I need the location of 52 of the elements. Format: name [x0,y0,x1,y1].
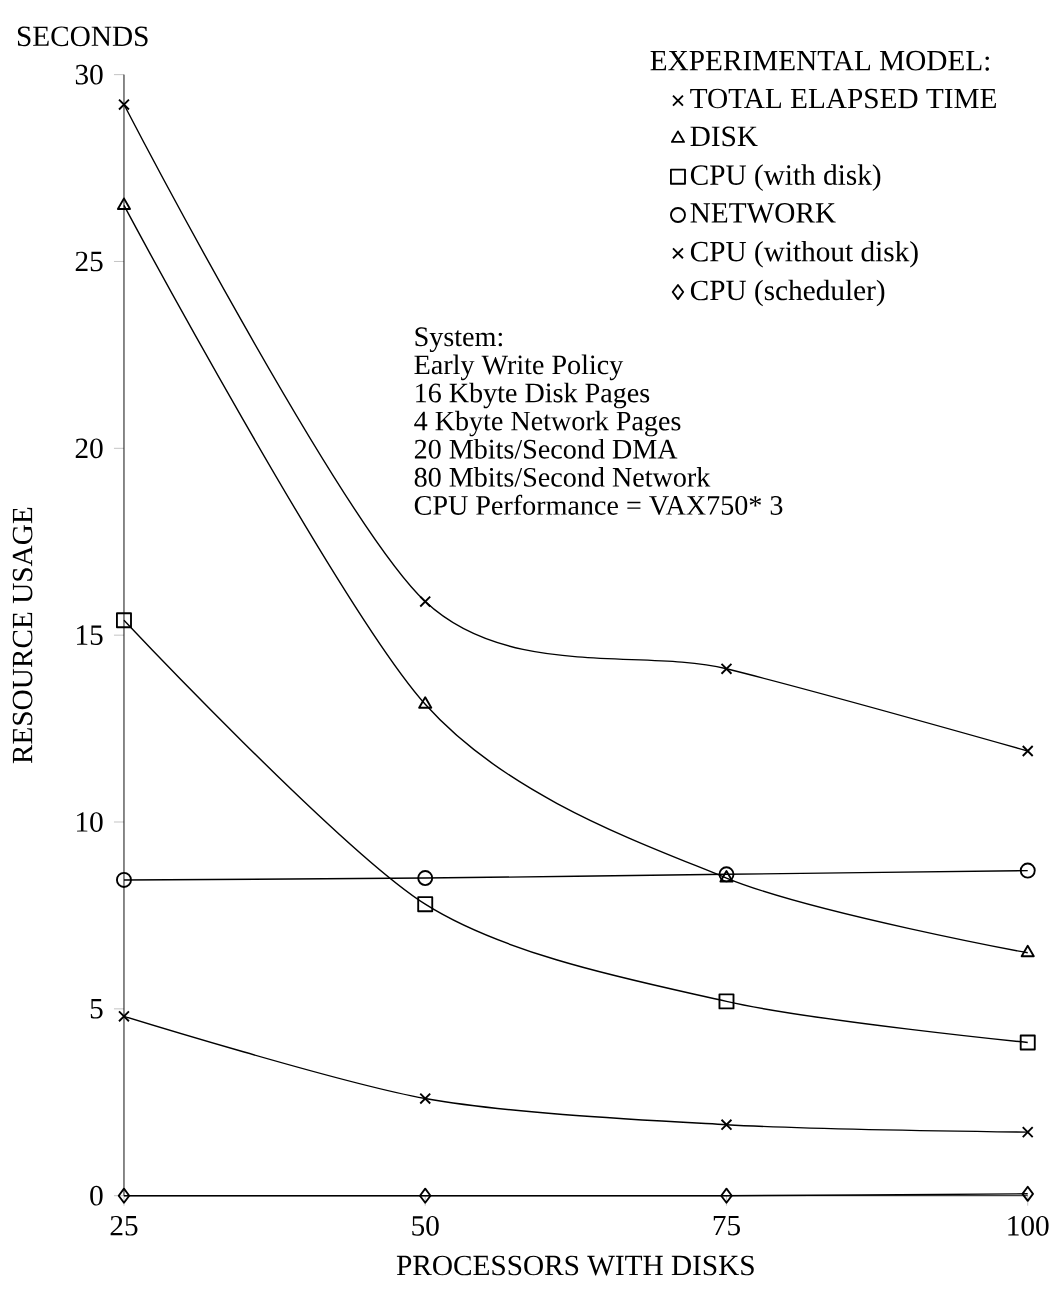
point [116,197,131,210]
annotation: System: [415,327,502,353]
point [1019,1034,1036,1051]
point [117,1187,131,1204]
point [419,595,432,608]
y-tick-label: 10 [77,812,103,832]
point [115,871,132,888]
y-tick-label: 0 [90,1185,103,1206]
point [718,866,735,883]
x-tick-label: 25 [110,1215,138,1236]
point [418,696,433,709]
annotation: CPU Performance = VAX750* 3 [414,494,783,516]
point [419,1092,432,1105]
point [1021,1185,1034,1202]
y-tick-label: 5 [90,999,103,1019]
point [118,1010,130,1023]
point [720,1118,733,1131]
point [118,98,130,111]
text: SECONDS [17,26,148,47]
point [417,870,434,887]
point [1019,862,1036,879]
legend-label: CPU (scheduler) [690,279,885,307]
annotation: Early Write Policy [414,354,624,381]
legend-label: DISK [690,126,758,147]
annotation: 16 Kbyte Disk Pages [416,382,650,409]
x-tick-label: 50 [412,1215,439,1236]
legend-label: CPU (with disk) [690,164,881,191]
x-tick-label: 100 [1008,1215,1049,1236]
point [720,1187,733,1204]
point [720,662,733,675]
legend-label: NETWORK [690,203,836,223]
y-axis-title: RESOURCE USAGE [12,507,33,764]
point [419,1187,432,1204]
x-tick-label: 75 [713,1215,740,1236]
y-tick-label: 15 [77,625,103,645]
point [1020,944,1035,958]
y-tick-label: 25 [75,251,103,272]
legend-title: EXPERIMENTAL MODEL: [650,50,989,71]
x-axis-title: PROCESSORS WITH DISKS [396,1255,754,1276]
point [1021,745,1034,757]
point [1021,1126,1034,1139]
legend-label: CPU (without disk) [690,240,918,268]
point [417,896,434,913]
annotation: 20 Mbits/Second DMA [414,438,678,459]
annotation: 4 Kbyte Network Pages [414,410,681,437]
annotation: 80 Mbits/Second Network [414,467,711,487]
y-tick-label: 30 [75,64,103,85]
point [718,993,735,1010]
legend-label: TOTAL ELAPSED TIME [690,88,996,109]
y-tick-label: 20 [75,438,103,459]
point [719,870,734,883]
point [115,612,132,629]
